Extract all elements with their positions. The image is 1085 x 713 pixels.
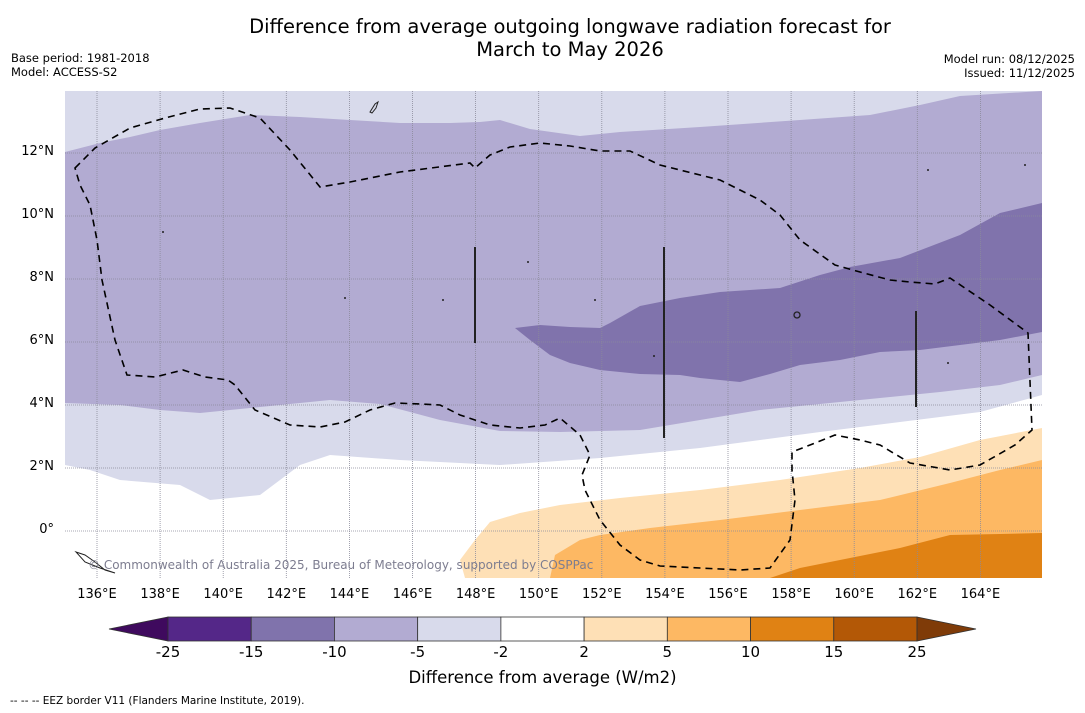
lon-tick-label: 152°E	[582, 587, 622, 602]
lon-tick-label: 142°E	[266, 587, 307, 602]
lon-tick-label: 160°E	[834, 587, 874, 602]
colorbar-tick-label: -10	[322, 643, 347, 661]
colorbar-bin	[417, 616, 502, 642]
lon-tick-label: 148°E	[455, 587, 496, 602]
eez-legend-footer: -- -- -- EEZ border V11 (Flanders Marine…	[10, 695, 305, 707]
colorbar-bin	[583, 616, 668, 642]
meta-right: Model run: 08/12/2025 Issued: 11/12/2025	[944, 52, 1075, 80]
island-dot	[442, 299, 444, 301]
lon-tick-label: 158°E	[771, 587, 811, 602]
lon-tick-label: 136°E	[77, 587, 117, 602]
lon-tick-label: 138°E	[140, 587, 180, 602]
colorbar-bin	[833, 616, 918, 642]
graticule	[65, 91, 1042, 578]
lat-tick-label: 8°N	[29, 270, 55, 285]
island-dot	[1024, 164, 1026, 166]
colorbar-bin	[500, 616, 585, 642]
colorbar-bin	[167, 616, 252, 642]
colorbar-bin	[750, 616, 835, 642]
island-dot	[594, 299, 596, 301]
fill-10-15	[770, 533, 1042, 578]
lon-tick-label: 140°E	[203, 587, 243, 602]
island-dot	[653, 355, 655, 357]
lat-tick-label: 12°N	[21, 144, 54, 159]
colorbar	[108, 616, 977, 642]
colorbar-over-arrow	[916, 616, 977, 642]
lon-tick-label: 144°E	[329, 587, 370, 602]
colorbar-under-arrow	[108, 616, 169, 642]
base-period: Base period: 1981-2018	[11, 51, 150, 65]
meta-left: Base period: 1981-2018 Model: ACCESS-S2	[11, 51, 150, 79]
island-new-guinea-coast	[74, 550, 116, 574]
colorbar-tick-label: -15	[238, 643, 264, 661]
eez-dashed-line	[74, 107, 1033, 571]
lon-tick-label: 146°E	[392, 587, 433, 602]
lon-tick-label: 154°E	[645, 587, 685, 602]
issued-date: Issued: 11/12/2025	[964, 66, 1075, 80]
lon-tick-label: 164°E	[960, 587, 1001, 602]
coastlines	[74, 100, 1026, 574]
island-dot	[927, 169, 929, 171]
colorbar-tick-label: 15	[824, 643, 844, 661]
eez-border	[74, 107, 1033, 571]
colorbar-bin	[666, 616, 751, 642]
colorbar-tick-label: 25	[907, 643, 927, 661]
lon-tick-label: 150°E	[518, 587, 559, 602]
island-dot	[162, 231, 164, 233]
model-run: Model run: 08/12/2025	[943, 52, 1075, 66]
lon-tick-label: 162°E	[897, 587, 938, 602]
copyright-text: © Commonwealth of Australia 2025, Bureau…	[88, 558, 594, 572]
title-line-2: March to May 2026	[476, 38, 664, 61]
model-name: Model: ACCESS-S2	[11, 65, 118, 79]
lat-tick-label: 6°N	[29, 333, 55, 348]
lon-tick-label: 156°E	[708, 587, 748, 602]
anomaly-fills	[65, 91, 1042, 578]
island-dot	[527, 261, 529, 263]
colorbar-tick-label: -25	[155, 643, 181, 661]
island-guam	[369, 100, 379, 114]
colorbar-tick-label: 2	[579, 643, 589, 661]
lat-tick-label: 2°N	[29, 459, 55, 474]
colorbar-bin	[250, 616, 335, 642]
lat-tick-label: 10°N	[21, 207, 54, 222]
colorbar-tick-label: 5	[662, 643, 673, 661]
colorbar-label: Difference from average (W/m2)	[408, 668, 677, 687]
chart-title: Difference from average outgoing longwav…	[0, 15, 1085, 61]
colorbar-bin	[334, 616, 419, 642]
lat-tick-label: 0°	[39, 522, 54, 537]
colorbar-tick-label: 10	[741, 643, 761, 661]
island-atoll	[793, 311, 801, 319]
title-line-1: Difference from average outgoing longwav…	[249, 15, 891, 38]
colorbar-tick-label: -5	[410, 643, 426, 661]
island-dot	[344, 297, 346, 299]
colorbar-tick-label: -2	[493, 643, 509, 661]
fill-minus15-minus10	[515, 203, 1042, 382]
island-dot	[947, 362, 949, 364]
lat-tick-label: 4°N	[29, 396, 55, 411]
